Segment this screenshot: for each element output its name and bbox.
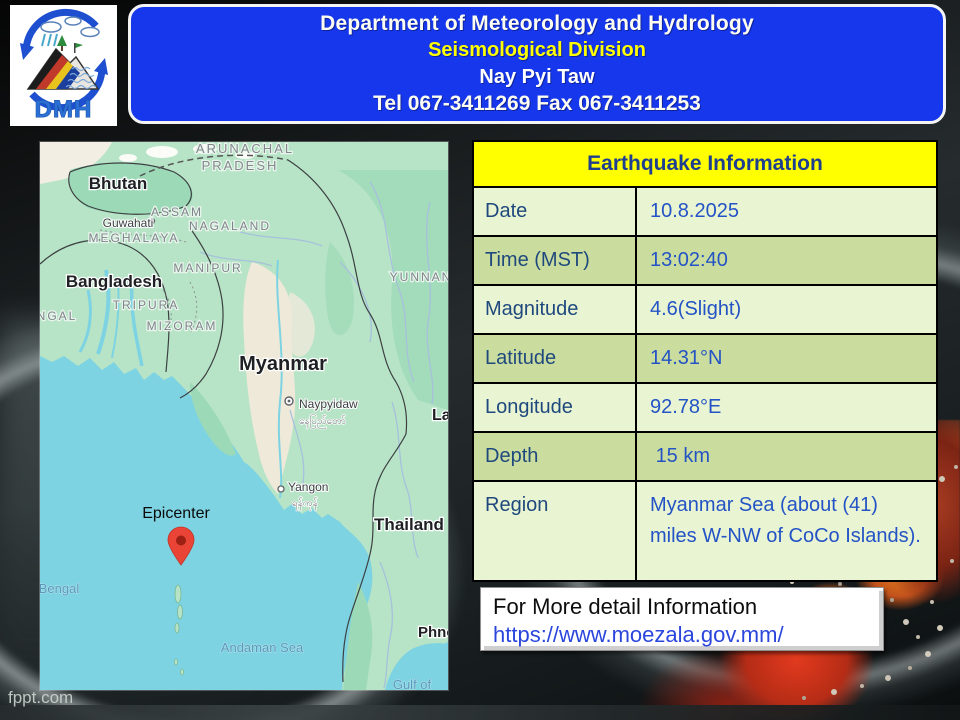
state-borders xyxy=(99,229,198,335)
terrain-dry-zone xyxy=(243,262,296,494)
rivers xyxy=(78,259,283,499)
terrain-dry-zone-2 xyxy=(287,292,315,357)
label-nagaland: NAGALAND xyxy=(189,219,271,233)
label-manipur: MANIPUR xyxy=(173,261,242,275)
row-label: Magnitude xyxy=(485,298,579,320)
dmh-logo: DMH xyxy=(10,5,117,126)
snow-patches xyxy=(119,144,255,162)
label-andaman-sea: Andaman Sea xyxy=(221,640,304,655)
city-markers xyxy=(148,217,294,493)
row-value: 4.6(Slight) xyxy=(635,286,936,333)
label-assam: ASSAM xyxy=(151,205,203,219)
label-yunnan: YUNNAN xyxy=(390,270,448,284)
table-row-region: Region Myanmar Sea (about (41) miles W-N… xyxy=(474,482,936,580)
terrain-hills xyxy=(69,163,448,690)
more-info-text: For More detail Information xyxy=(493,594,758,619)
fppt-watermark: fppt.com xyxy=(8,688,74,707)
row-value: 10.8.2025 xyxy=(635,188,936,235)
rain-icon xyxy=(41,33,58,47)
table-row-depth: Depth 15 km xyxy=(474,433,936,482)
yangon-marker xyxy=(277,485,285,493)
table-row-magnitude: Magnitude 4.6(Slight) xyxy=(474,286,936,335)
border-dashed-arunachal xyxy=(139,154,289,177)
terrain-beige-nw xyxy=(40,142,112,184)
header-division: Seismological Division xyxy=(428,39,646,62)
table-row-longitude: Longitude 92.78°E xyxy=(474,384,936,433)
bottom-band xyxy=(0,705,960,720)
row-value: Myanmar Sea (about (41) miles W-NW of Co… xyxy=(635,482,936,580)
label-arunachal: ARUNACHAL xyxy=(196,142,294,156)
table-row-time: Time (MST) 13:02:40 xyxy=(474,237,936,286)
row-value: 14.31°N xyxy=(635,335,936,382)
row-label: Longitude xyxy=(485,396,573,418)
label-laos: Lao xyxy=(432,407,448,424)
row-value: 15 km xyxy=(635,433,936,480)
header-department: Department of Meteorology and Hydrology xyxy=(320,12,754,36)
table-title: Earthquake Information xyxy=(474,142,936,188)
label-yangon-burmese: ရန်ကုန် xyxy=(292,496,318,511)
label-meghalaya: MEGHALAYA xyxy=(89,231,180,245)
label-bangladesh: Bangladesh xyxy=(66,272,162,291)
earthquake-info-table: Earthquake Information Date 10.8.2025 Ti… xyxy=(472,140,938,582)
row-label: Latitude xyxy=(485,347,557,369)
label-naypyidaw: Naypyidaw xyxy=(299,397,358,411)
label-naypyidaw-burmese: နေပြည်တော် xyxy=(299,413,346,429)
label-yangon: Yangon xyxy=(288,480,328,494)
row-label: Region xyxy=(485,494,549,516)
map-panel: ARUNACHAL PRADESH Bhutan ASSAM Guwahati … xyxy=(39,141,449,691)
gulf-of-thailand-water xyxy=(385,643,448,690)
label-guwahati: Guwahati xyxy=(103,216,154,230)
label-bengal-state: NGAL xyxy=(40,309,77,323)
epicenter-pin-icon xyxy=(167,526,195,566)
label-bay-of-bengal: Bengal xyxy=(40,581,79,596)
header-contact: Tel 067-3411269 Fax 067-3411253 xyxy=(373,91,701,115)
row-label: Date xyxy=(485,200,528,222)
label-pradesh: PRADESH xyxy=(202,158,279,173)
mountain-strata-icon xyxy=(26,47,100,90)
clouds-icon xyxy=(40,16,100,38)
flag-icon xyxy=(74,43,83,53)
coco-islands xyxy=(173,584,184,676)
arrowheads xyxy=(20,43,108,75)
label-phnom: Phno xyxy=(418,624,448,641)
epicenter-label: Epicenter xyxy=(142,505,210,522)
header-banner: Department of Meteorology and Hydrology … xyxy=(128,4,946,124)
row-label: Depth xyxy=(485,445,539,467)
naypyidaw-marker-dot xyxy=(287,399,291,403)
label-mizoram: MIZORAM xyxy=(147,319,218,333)
header-city: Nay Pyi Taw xyxy=(479,65,595,88)
label-thailand: Thailand xyxy=(374,515,444,534)
moezala-link[interactable]: https://www.moezala.gov.mm/ xyxy=(493,622,784,647)
label-bhutan: Bhutan xyxy=(89,174,148,193)
borders xyxy=(40,159,408,683)
label-tripura: TRIPURA xyxy=(113,298,180,312)
table-row-latitude: Latitude 14.31°N xyxy=(474,335,936,384)
tree-icon xyxy=(57,35,67,51)
label-gulf-of-thailand: Gulf of xyxy=(393,677,432,690)
more-info-box: For More detail Information https://www.… xyxy=(480,587,884,651)
row-label: Time (MST) xyxy=(485,249,590,271)
cycle-arrows-icon xyxy=(22,8,106,112)
table-row-date: Date 10.8.2025 xyxy=(474,188,936,237)
row-value: 13:02:40 xyxy=(635,237,936,284)
logo-dmh-text: DMH xyxy=(35,96,93,123)
guwahati-marker xyxy=(148,217,156,225)
label-myanmar: Myanmar xyxy=(239,353,327,375)
row-value: 92.78°E xyxy=(635,384,936,431)
